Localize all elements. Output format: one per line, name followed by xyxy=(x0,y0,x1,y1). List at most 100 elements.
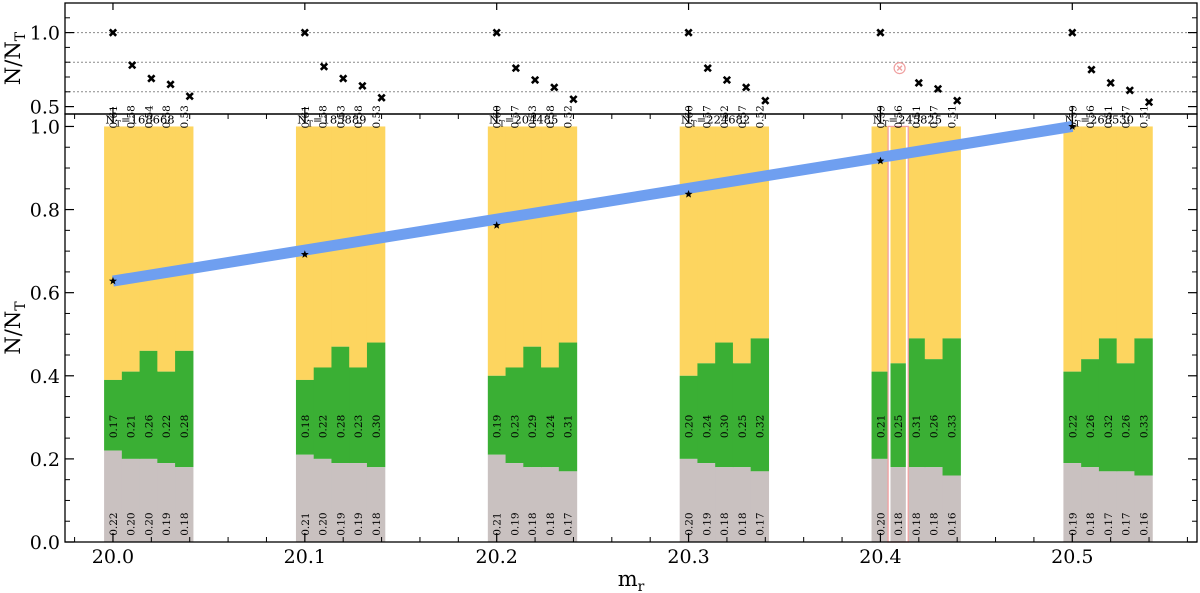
green-bar xyxy=(366,342,386,468)
yellow-bar xyxy=(732,126,752,364)
gray-value-label: 0.18 xyxy=(1085,512,1097,535)
yellow-value-label: 0.58 xyxy=(318,105,330,128)
yellow-value-label: 0.57 xyxy=(737,105,749,128)
x-marker xyxy=(1106,78,1115,88)
gray-bar xyxy=(104,450,123,542)
green-bar xyxy=(175,350,194,468)
green-bar xyxy=(523,346,542,468)
green-bar xyxy=(558,342,578,472)
green-bar xyxy=(349,367,368,464)
gray-value-label: 0.19 xyxy=(701,512,713,535)
x-tick-label: 20.3 xyxy=(667,546,709,568)
gray-bar xyxy=(139,458,158,542)
green-bar xyxy=(732,363,752,468)
gray-value-label: 0.19 xyxy=(1067,512,1079,535)
yellow-bar xyxy=(907,126,926,339)
x-marker xyxy=(185,92,194,101)
gray-bar xyxy=(295,454,315,542)
x-tick-label: 20.5 xyxy=(1051,546,1093,568)
gray-bar xyxy=(523,467,542,542)
yellow-bar xyxy=(1116,126,1136,364)
green-bar xyxy=(924,359,944,468)
yellow-value-label: 0.56 xyxy=(893,105,905,129)
green-value-label: 0.26 xyxy=(1085,414,1097,438)
green-bar xyxy=(907,338,926,468)
gray-value-label: 0.20 xyxy=(143,512,155,535)
trend-star xyxy=(300,250,309,258)
gray-bar xyxy=(175,467,194,542)
gray-bar xyxy=(924,467,944,542)
green-value-label: 0.21 xyxy=(126,415,138,438)
yellow-bar xyxy=(1098,126,1118,339)
x-marker xyxy=(1125,86,1134,95)
bar-group-20.4: 0.20 0.21 0.59 0.18 0.25 0.56 0.18 0.31 0.51 0.18… xyxy=(871,105,961,543)
bar-group-20.2: 0.21 0.19 0.60 0.19 0.23 0.57 0.18 0.29 0.53 0.18… xyxy=(487,105,578,542)
gray-bar xyxy=(732,467,752,542)
green-value-label: 0.32 xyxy=(755,415,767,438)
yellow-bar xyxy=(104,126,123,380)
green-bar xyxy=(295,379,315,455)
green-value-label: 0.33 xyxy=(946,415,958,438)
trend-star xyxy=(1068,122,1077,130)
x-marker xyxy=(147,74,156,83)
gray-bar xyxy=(541,467,560,542)
x-tick-label: 20.1 xyxy=(284,546,326,568)
x-marker xyxy=(166,80,175,89)
highlight-gap-right xyxy=(905,126,909,543)
green-value-label: 0.26 xyxy=(929,414,941,438)
yellow-bar xyxy=(1081,126,1100,360)
yellow-value-label: 0.51 xyxy=(1138,105,1150,128)
x-marker xyxy=(300,28,309,37)
green-value-label: 0.30 xyxy=(371,415,383,438)
gray-value-label: 0.20 xyxy=(126,512,138,535)
bar-group-20.5: 0.190.220.590.180.260.560.170.320.510.17… xyxy=(1063,105,1153,542)
green-bar xyxy=(942,338,961,476)
nt-label: NT=168668 xyxy=(105,112,174,129)
gray-bar xyxy=(750,471,770,542)
bar-group-20.3: 0.20 0.20 0.60 0.19 0.24 0.57 0.18 0.30 0.52 0.18… xyxy=(679,105,770,542)
x-tick-label: 20.2 xyxy=(476,546,518,568)
yellow-value-label: 0.61 xyxy=(300,105,312,128)
yellow-value-label: 0.53 xyxy=(371,105,383,128)
yellow-bar xyxy=(942,126,961,339)
gray-bar xyxy=(871,458,890,542)
green-bar xyxy=(679,375,699,459)
y-tick-label: 0.4 xyxy=(30,366,60,388)
gray-value-label: 0.18 xyxy=(179,512,191,535)
gray-value-label: 0.17 xyxy=(1121,512,1133,535)
yellow-bar xyxy=(697,126,716,364)
green-value-label: 0.20 xyxy=(684,415,696,438)
x-marker xyxy=(953,96,962,105)
green-value-label: 0.19 xyxy=(492,415,504,438)
x-marker xyxy=(511,64,521,73)
yellow-value-label: 0.61 xyxy=(108,105,120,128)
yellow-value-label: 0.52 xyxy=(563,105,575,128)
x-marker xyxy=(319,62,329,71)
x-axis-title: mr xyxy=(618,567,645,593)
yellow-bar xyxy=(871,126,890,372)
yellow-bar xyxy=(750,126,770,339)
x-marker xyxy=(741,83,751,92)
green-value-label: 0.24 xyxy=(545,414,557,438)
x-tick-label: 20.4 xyxy=(859,546,901,568)
yellow-value-label: 0.51 xyxy=(946,105,958,128)
y-tick-label: 0.0 xyxy=(30,532,60,554)
gray-bar xyxy=(697,463,716,542)
yellow-value-label: 0.57 xyxy=(1121,105,1133,128)
yellow-bar xyxy=(505,126,524,368)
yellow-value-label: 0.53 xyxy=(527,105,539,128)
x-marker xyxy=(1087,65,1096,74)
green-bar xyxy=(697,363,716,464)
trend-star xyxy=(684,190,693,198)
yellow-value-label: 0.54 xyxy=(143,105,155,129)
green-value-label: 0.26 xyxy=(1121,414,1133,438)
green-bar xyxy=(157,371,176,464)
green-bar xyxy=(1116,363,1136,472)
gray-bar xyxy=(366,467,386,542)
yellow-value-label: 0.58 xyxy=(126,105,138,128)
marker-group-20.3 xyxy=(684,28,770,105)
gray-value-label: 0.16 xyxy=(946,512,958,536)
gray-value-label: 0.18 xyxy=(545,512,557,535)
bar-group-20.1: 0.21 0.18 0.61 0.20 0.22 0.58 0.19 0.28 0.53 0.19… xyxy=(295,105,386,542)
